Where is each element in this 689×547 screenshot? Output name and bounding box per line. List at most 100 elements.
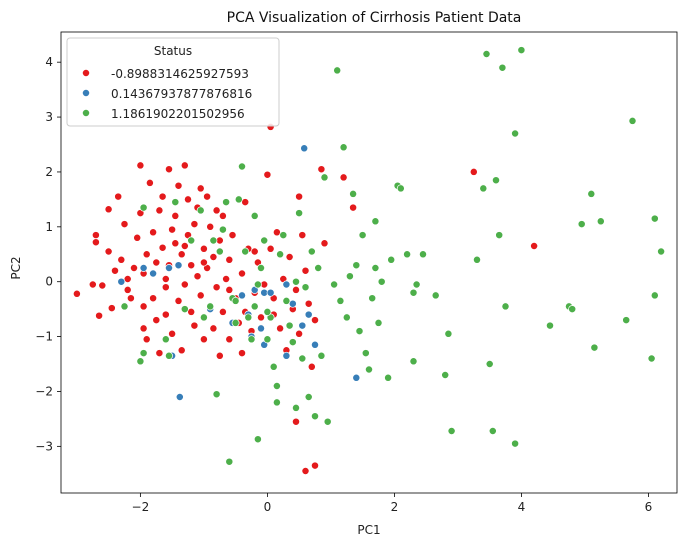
data-point — [361, 349, 370, 358]
data-point — [288, 299, 297, 308]
data-point — [126, 294, 135, 303]
legend-entry: 0.14367937877876816 — [111, 87, 252, 101]
data-point — [161, 283, 170, 292]
data-point — [206, 222, 215, 231]
data-point — [165, 264, 173, 272]
data-point — [241, 247, 250, 256]
data-point — [193, 272, 202, 281]
data-point — [149, 269, 158, 278]
legend-entry: 1.1861902201502956 — [111, 107, 245, 121]
data-point — [139, 349, 148, 358]
data-point — [345, 272, 354, 281]
data-point — [199, 258, 208, 267]
data-point — [292, 285, 300, 294]
data-point — [174, 261, 183, 270]
data-point — [215, 247, 224, 256]
data-point — [485, 360, 494, 368]
data-point — [180, 161, 189, 170]
data-point — [298, 321, 307, 330]
data-point — [257, 264, 265, 272]
data-point — [269, 362, 278, 371]
data-point — [587, 189, 596, 198]
data-point — [149, 294, 158, 303]
data-point — [282, 280, 291, 289]
data-point — [199, 335, 208, 344]
data-point — [91, 231, 100, 240]
data-point — [492, 176, 500, 185]
data-point — [228, 231, 237, 240]
data-point — [288, 338, 297, 347]
data-point — [174, 181, 183, 190]
chart-title: PCA Visualization of Cirrhosis Patient D… — [227, 10, 522, 26]
data-point — [136, 161, 145, 170]
x-axis-label: PC1 — [357, 523, 380, 537]
data-point — [225, 255, 234, 264]
data-point — [139, 203, 148, 212]
data-point — [123, 285, 132, 294]
x-tick-label: 4 — [518, 500, 526, 514]
data-point — [295, 209, 304, 218]
data-point — [155, 206, 164, 215]
legend-title: Status — [154, 44, 192, 58]
data-point — [488, 427, 497, 435]
data-point — [263, 335, 272, 344]
data-point — [253, 435, 262, 444]
data-point — [168, 329, 177, 338]
data-point — [323, 417, 332, 426]
data-point — [117, 277, 126, 286]
x-tick-label: −2 — [132, 500, 150, 514]
data-point — [238, 162, 246, 171]
data-point — [282, 351, 291, 360]
data-point — [301, 266, 310, 275]
data-point — [647, 354, 656, 363]
data-point — [253, 280, 262, 289]
data-point — [238, 349, 246, 358]
data-point — [501, 302, 510, 311]
data-point — [304, 299, 313, 308]
data-point — [88, 280, 97, 289]
x-tick-label: 0 — [264, 500, 272, 514]
data-point — [231, 318, 240, 327]
data-point — [272, 382, 281, 390]
data-point — [590, 343, 599, 352]
data-point — [650, 291, 659, 300]
data-point — [330, 280, 339, 289]
y-axis-label: PC2 — [9, 256, 23, 279]
data-point — [285, 321, 294, 330]
data-point — [139, 324, 148, 333]
data-point — [285, 253, 294, 261]
data-point — [161, 335, 170, 344]
data-point — [250, 302, 259, 311]
y-tick-label: −2 — [35, 384, 53, 398]
data-point — [295, 192, 304, 201]
data-point — [266, 244, 275, 253]
data-point — [180, 242, 189, 250]
y-tick-label: 3 — [45, 110, 53, 124]
data-point — [139, 264, 148, 272]
data-point — [174, 296, 183, 305]
data-point — [568, 305, 577, 314]
data-point — [365, 365, 373, 374]
data-point — [650, 214, 659, 223]
data-point — [577, 220, 586, 229]
legend-marker — [82, 89, 90, 97]
data-point — [622, 316, 631, 325]
data-point — [196, 291, 205, 300]
data-point — [91, 238, 100, 247]
data-point — [222, 275, 231, 283]
data-point — [199, 313, 208, 322]
data-point — [98, 281, 107, 290]
data-point — [431, 291, 440, 300]
data-point — [349, 189, 358, 198]
legend-marker — [82, 109, 90, 117]
data-point — [311, 412, 319, 421]
data-point — [263, 170, 272, 179]
data-point — [139, 302, 148, 311]
data-point — [352, 373, 361, 382]
data-point — [371, 217, 380, 226]
data-point — [238, 291, 246, 300]
data-point — [511, 439, 520, 448]
data-point — [352, 261, 361, 270]
data-point — [412, 280, 421, 289]
data-point — [196, 184, 205, 193]
